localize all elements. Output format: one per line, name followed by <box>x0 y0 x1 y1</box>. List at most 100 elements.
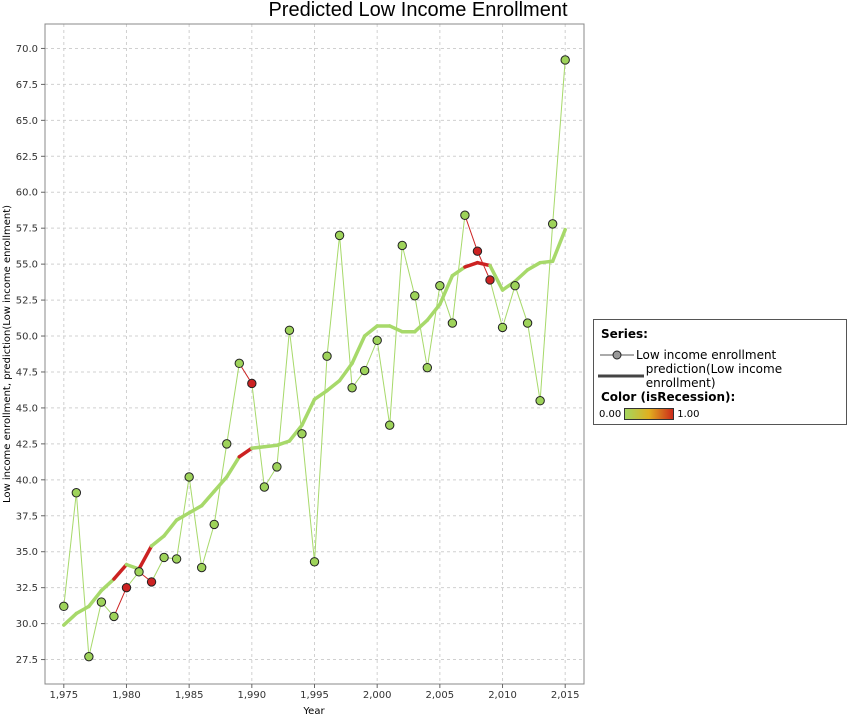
prediction-segment <box>162 518 179 538</box>
observed-point <box>372 335 382 346</box>
observed-point <box>322 351 332 361</box>
observed-segment <box>113 587 127 617</box>
observed-point <box>121 582 132 593</box>
prediction-segment <box>187 503 204 515</box>
observed-point <box>510 280 520 291</box>
observed-segment <box>502 285 516 328</box>
chart-title: Predicted Low Income Enrollment <box>268 0 567 21</box>
x-tick-label: 2,015 <box>551 690 580 701</box>
prediction-segment <box>87 588 104 609</box>
y-tick-label: 42.5 <box>16 439 38 450</box>
observed-point <box>410 291 420 301</box>
legend-marker-observed <box>600 350 634 360</box>
observed-point <box>485 275 495 285</box>
observed-segment <box>251 383 265 488</box>
observed-segment <box>201 524 215 568</box>
observed-point <box>259 482 270 492</box>
observed-segment <box>364 340 378 371</box>
prediction-segment <box>413 318 430 334</box>
prediction-segment <box>425 302 442 322</box>
observed-segment <box>527 323 541 401</box>
observed-point <box>247 378 257 389</box>
observed-segment <box>339 235 353 388</box>
observed-point <box>422 362 433 373</box>
prediction-segment <box>149 534 166 548</box>
observed-segment <box>226 363 240 444</box>
y-axis-label: Low income enrollment, prediction(Low in… <box>2 205 13 503</box>
prediction-series <box>62 227 567 627</box>
observed-segment <box>188 476 203 568</box>
prediction-segment <box>362 324 379 338</box>
x-tick-label: 1,975 <box>49 690 78 701</box>
observed-point <box>385 420 395 430</box>
x-tick-label: 1,995 <box>300 690 329 701</box>
legend-color-scale: 0.00 1.00 <box>599 408 700 420</box>
prediction-segment <box>438 273 455 307</box>
legend-color-min: 0.00 <box>599 408 622 420</box>
y-tick-label: 60.0 <box>16 188 38 199</box>
legend-color-heading: Color (isRecession): <box>601 390 736 404</box>
x-axis: 1,975 1,980 1,985 1,990 1,995 2,000 2,005 2,010… <box>49 684 580 701</box>
prediction-segment <box>74 604 91 616</box>
y-tick-label: 62.5 <box>16 152 38 163</box>
observed-segment <box>489 279 504 328</box>
observed-point <box>59 601 69 612</box>
legend-label-observed: Low income enrollment <box>636 348 777 362</box>
observed-segment <box>63 492 77 607</box>
observed-point <box>71 488 82 498</box>
observed-segment <box>288 330 303 434</box>
prediction-segment <box>112 562 129 581</box>
prediction-segment <box>287 423 304 443</box>
prediction-segment <box>350 334 367 366</box>
observed-segment <box>439 285 453 324</box>
prediction-segment <box>463 260 480 269</box>
prediction-segment <box>137 544 154 571</box>
observed-point <box>146 577 157 587</box>
legend-label-prediction: prediction(Low income enrollment) <box>645 362 783 390</box>
observed-point <box>209 519 219 530</box>
x-tick-label: 2,000 <box>363 690 392 701</box>
observed-point <box>522 318 533 328</box>
observed-point <box>472 246 483 256</box>
legend-gradient-bar <box>624 408 675 420</box>
observed-segment <box>213 443 228 525</box>
observed-segment <box>176 476 190 559</box>
prediction-segment <box>513 268 530 284</box>
observed-point <box>397 240 407 251</box>
prediction-segment <box>525 260 542 272</box>
observed-point <box>560 55 570 65</box>
x-axis-label: Year <box>302 706 325 717</box>
observed-point <box>184 472 194 482</box>
observed-point <box>84 651 94 662</box>
y-tick-label: 40.0 <box>16 475 38 486</box>
prediction-segment <box>237 446 254 459</box>
observed-point <box>284 325 295 335</box>
observed-point <box>447 318 458 328</box>
observed-segment <box>552 59 566 224</box>
observed-series-line <box>63 59 566 657</box>
legend-heading: Series: <box>601 327 648 341</box>
prediction-segment <box>325 378 342 393</box>
observed-point <box>547 219 558 229</box>
observed-segment <box>414 295 428 368</box>
observed-point <box>222 439 232 449</box>
prediction-segment <box>550 227 567 264</box>
x-tick-label: 1,985 <box>175 690 204 701</box>
prediction-segment <box>488 263 505 292</box>
prediction-segment <box>538 259 555 265</box>
observed-segment <box>514 285 529 324</box>
prediction-segment <box>199 489 216 508</box>
y-tick-label: 27.5 <box>16 655 38 666</box>
observed-point <box>96 597 107 607</box>
observed-point <box>109 611 119 622</box>
y-tick-label: 50.0 <box>16 332 38 343</box>
observed-point <box>309 557 320 567</box>
observed-segment <box>376 340 391 426</box>
observed-segment <box>389 245 403 426</box>
observed-point <box>460 210 470 220</box>
observed-segment <box>314 356 328 562</box>
x-tick-label: 2,005 <box>426 690 455 701</box>
observed-segment <box>301 433 315 562</box>
y-tick-label: 37.5 <box>16 511 38 522</box>
